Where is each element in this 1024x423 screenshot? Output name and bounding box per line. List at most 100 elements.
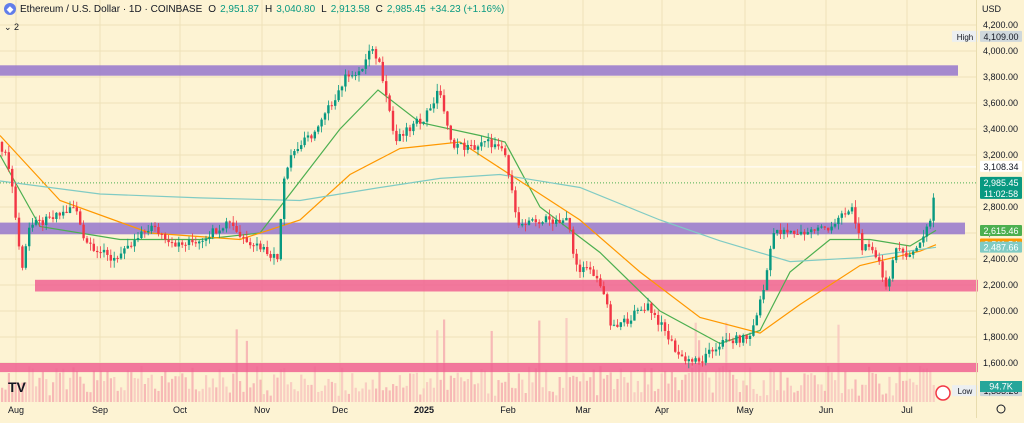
volume-bar [545, 369, 548, 402]
candle-body [7, 152, 10, 169]
currency-selector[interactable]: USD [982, 4, 1001, 14]
candle-body [225, 221, 228, 229]
support-zone[interactable] [0, 363, 978, 373]
moving-average-ma_slow [0, 173, 937, 263]
volume-bar [103, 381, 106, 402]
volume-bar [361, 388, 364, 402]
candle-body [378, 58, 381, 62]
volume-bar [351, 373, 354, 402]
change-value: +34.23 (+1.16%) [429, 3, 505, 15]
candle-body [725, 339, 728, 341]
candle-body [806, 232, 809, 235]
volume-bar [766, 395, 769, 402]
candle-body [789, 230, 792, 233]
candle-body [653, 312, 656, 315]
volume-bar [905, 380, 908, 402]
support-zone[interactable] [35, 279, 978, 292]
volume-bar [789, 385, 792, 402]
volume-bar [630, 370, 633, 402]
volume-bar [443, 319, 446, 402]
volume-bar [908, 378, 911, 402]
low-label: L [321, 3, 327, 15]
candle-body [38, 219, 41, 221]
candle-body [640, 309, 643, 311]
candle-body [847, 211, 850, 215]
volume-bar [677, 390, 680, 402]
candle-body [762, 290, 765, 300]
volume-bar [228, 392, 231, 402]
candle-body [606, 294, 609, 305]
volume-bar [684, 374, 687, 402]
volume-bar [565, 318, 568, 402]
candle-body [181, 242, 184, 245]
volume-bar [891, 395, 894, 402]
candle-body [72, 207, 75, 209]
candle-body [303, 137, 306, 146]
volume-bar [779, 371, 782, 402]
volume-bar [99, 370, 102, 402]
volume-bar [201, 388, 204, 402]
candle-body [779, 229, 782, 234]
volume-bar [378, 371, 381, 402]
event-flag-icon[interactable] [935, 385, 951, 401]
volume-bar [834, 380, 837, 402]
volume-bar [596, 395, 599, 402]
volume-bar [11, 390, 14, 402]
candle-body [436, 90, 439, 104]
volume-bar [334, 383, 337, 402]
y-tick-label: 2,000.00 [983, 306, 1018, 316]
volume-bar [589, 377, 592, 402]
volume-bar [439, 379, 442, 402]
candle-body [874, 250, 877, 258]
volume-bar [86, 391, 89, 402]
volume-bar [89, 392, 92, 402]
indicators-count: 2 [14, 22, 20, 32]
indicators-toggle[interactable]: ⌄ 2 [4, 22, 20, 32]
volume-bar [4, 389, 7, 402]
volume-bar [222, 377, 225, 402]
volume-bar [310, 384, 313, 402]
volume-bar [177, 376, 180, 402]
volume-bar [79, 376, 82, 402]
y-tick-label: 3,600.00 [983, 98, 1018, 108]
volume-bar [422, 388, 425, 402]
volume-bar [745, 385, 748, 402]
settings-icon[interactable] [996, 404, 1006, 414]
candle-body [65, 211, 68, 213]
volume-bar [483, 370, 486, 402]
candle-body [405, 127, 408, 136]
volume-bar [218, 369, 221, 402]
candle-body [888, 278, 891, 287]
volume-bar [225, 386, 228, 402]
resistance-zone[interactable] [0, 222, 965, 235]
resistance-zone[interactable] [0, 65, 958, 76]
candle-body [799, 231, 803, 235]
volume-bar [38, 377, 41, 402]
candle-body [602, 286, 605, 295]
symbol-title[interactable]: Ethereum / U.S. Dollar · 1D · COINBASE [20, 3, 203, 15]
volume-bar [164, 371, 167, 402]
volume-bar [290, 382, 293, 402]
volume-bar [143, 384, 146, 402]
volume-bar [120, 387, 123, 402]
candle-body [347, 74, 350, 77]
volume-bar [796, 390, 799, 402]
volume-bar [106, 371, 109, 402]
volume-bar [902, 380, 905, 402]
candle-body [28, 227, 31, 247]
volume-bar [715, 371, 718, 402]
volume-bar [402, 387, 405, 402]
volume-bar [759, 395, 762, 402]
candle-body [75, 207, 78, 212]
candle-body [368, 50, 371, 60]
volume-bar [96, 380, 99, 402]
candle-body [473, 145, 476, 150]
candle-body [728, 339, 731, 341]
candle-body [317, 126, 320, 132]
volume-bar [769, 368, 772, 402]
candle-body [432, 103, 435, 109]
volume-bar [381, 390, 384, 402]
candle-body [918, 242, 922, 248]
